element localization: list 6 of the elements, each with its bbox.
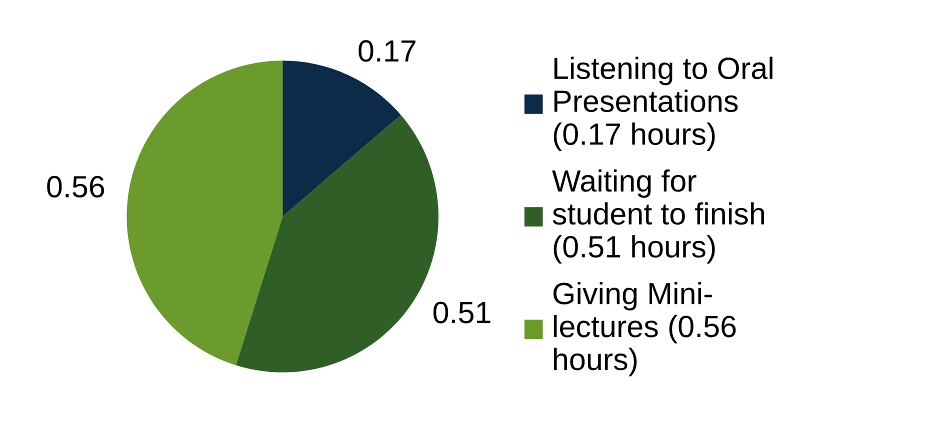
legend-label: Waiting for student to finish (0.51 hours) xyxy=(552,169,764,264)
data-label: 0.56 xyxy=(47,176,104,198)
legend-label: Listening to Oral Presentations (0.17 hours) xyxy=(554,56,772,151)
data-label: 0.17 xyxy=(358,40,416,62)
data-label: 0.51 xyxy=(433,302,490,324)
legend-label: Giving Mini- lectures (0.56 hours) xyxy=(553,282,736,376)
